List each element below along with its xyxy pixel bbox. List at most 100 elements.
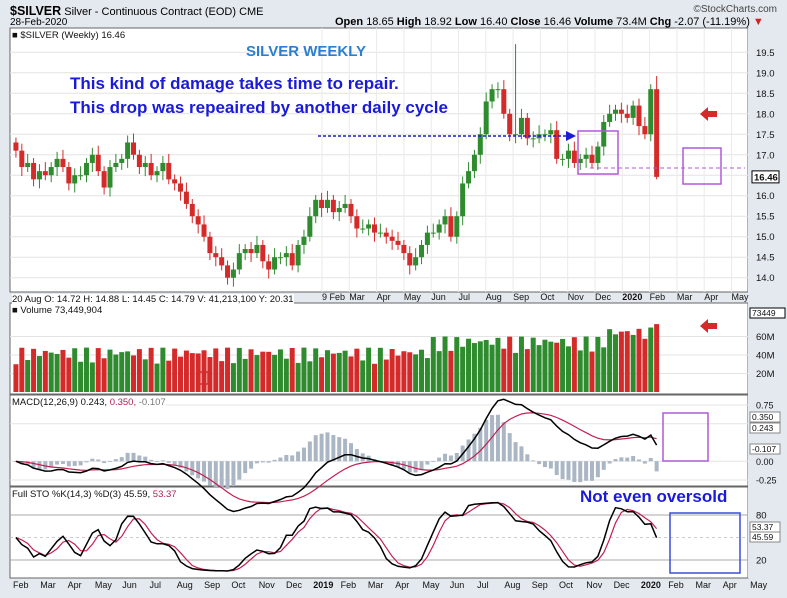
- macd-histogram-bar: [631, 456, 636, 462]
- sto-x-label: Aug: [177, 580, 193, 590]
- price-x-label: Nov: [568, 292, 585, 302]
- candle-body: [83, 162, 89, 176]
- candle-body: [489, 89, 495, 102]
- candle-body: [471, 154, 477, 172]
- volume-bar: [501, 348, 507, 392]
- volume-bar: [624, 331, 630, 392]
- price-tick-label: 17.5: [756, 130, 775, 141]
- macd-histogram-bar: [90, 458, 95, 462]
- macd-histogram-bar: [172, 461, 177, 466]
- sto-x-label: May: [95, 580, 113, 590]
- volume-bar: [313, 348, 319, 392]
- candle-body: [401, 244, 407, 254]
- volume-bar: [230, 363, 236, 392]
- volume-bar: [518, 336, 524, 392]
- macd-histogram-bar: [296, 451, 301, 462]
- candle-body: [113, 162, 119, 168]
- sto-x-label: Apr: [395, 580, 409, 590]
- candle-body: [207, 236, 213, 254]
- red-arrow-icon: [700, 107, 717, 121]
- candle-body: [66, 167, 72, 184]
- macd-value-tag-text: -0.107: [752, 444, 776, 454]
- price-tick-label: 14.5: [756, 253, 775, 264]
- volume-bar: [25, 359, 31, 392]
- price-tick-label: 18.0: [756, 109, 775, 120]
- macd-histogram-bar: [84, 461, 89, 463]
- candle-body: [266, 261, 272, 270]
- volume-bar: [254, 355, 260, 392]
- macd-histogram-bar: [654, 461, 659, 472]
- volume-bar: [395, 355, 401, 392]
- volume-bar: [607, 329, 613, 392]
- macd-histogram-bar: [25, 461, 30, 466]
- candle-body: [201, 224, 207, 237]
- macd-histogram-bar: [478, 427, 483, 462]
- price-tick-label: 18.5: [756, 89, 775, 100]
- sto-highlight-box: [669, 512, 741, 574]
- candle-body: [577, 158, 583, 163]
- macd-histogram-bar: [237, 461, 242, 480]
- macd-histogram-bar: [184, 461, 189, 472]
- volume-bar: [466, 338, 472, 392]
- volume-bar: [266, 351, 272, 392]
- candle-body: [407, 253, 413, 266]
- candle-body: [195, 216, 201, 225]
- candle-body: [630, 105, 636, 118]
- volume-bar: [131, 355, 136, 392]
- volume-bar: [125, 351, 131, 392]
- volume-bar: [160, 347, 166, 392]
- volume-marker: [198, 371, 209, 385]
- volume-bar: [36, 356, 42, 392]
- candle-body: [19, 150, 25, 168]
- volume-bar: [195, 353, 201, 392]
- macd-histogram-bar: [243, 461, 248, 474]
- volume-bar: [207, 357, 213, 392]
- macd-histogram-bar: [637, 459, 642, 462]
- macd-histogram-bar: [613, 458, 618, 462]
- candle-body: [424, 232, 430, 245]
- macd-histogram-bar: [554, 461, 559, 476]
- volume-bar: [277, 349, 283, 392]
- volume-bar: [454, 337, 460, 392]
- volume-bar: [66, 357, 72, 392]
- macd-histogram-bar: [507, 433, 512, 462]
- candle-body: [513, 134, 519, 136]
- volume-last-tag-text: 73449: [752, 308, 776, 318]
- volume-bar: [654, 324, 660, 392]
- volume-bar: [136, 349, 142, 392]
- candle-body: [583, 154, 589, 159]
- candle-body: [131, 142, 136, 155]
- volume-bar: [213, 348, 219, 392]
- candle-body: [618, 109, 624, 114]
- volume-tick-label: 60M: [756, 332, 775, 343]
- volume-bar: [242, 358, 248, 392]
- candle-body: [524, 117, 530, 139]
- candle-body: [613, 109, 618, 114]
- macd-histogram-bar: [466, 439, 471, 462]
- macd-histogram-bar: [595, 461, 600, 478]
- macd-histogram-bar: [619, 457, 624, 462]
- macd-histogram-bar: [196, 461, 201, 479]
- volume-bar: [430, 337, 436, 392]
- macd-histogram-bar: [66, 461, 71, 467]
- price-tick-label: 15.5: [756, 212, 775, 223]
- annotation-oversold: Not even oversold: [580, 487, 728, 506]
- price-tick-label: 19.5: [756, 48, 775, 59]
- chart-date: 28-Feb-2020: [10, 17, 68, 28]
- candle-body: [448, 216, 454, 237]
- candle-body: [136, 154, 142, 168]
- price-x-label: Dec: [595, 292, 612, 302]
- macd-histogram-bar: [413, 461, 418, 473]
- price-tick-label: 14.0: [756, 273, 775, 284]
- candle-body: [230, 269, 236, 278]
- price-x-label: Mar: [677, 292, 693, 302]
- brand-logo: ©StockCharts.com: [693, 4, 777, 15]
- macd-histogram-bar: [260, 461, 265, 463]
- volume-bar: [19, 347, 25, 392]
- candle-body: [260, 244, 266, 262]
- volume-tick-label: 40M: [756, 351, 775, 362]
- candle-body: [477, 134, 483, 155]
- candle-body: [78, 175, 84, 177]
- macd-histogram-bar: [278, 457, 283, 462]
- macd-histogram-bar: [490, 415, 495, 462]
